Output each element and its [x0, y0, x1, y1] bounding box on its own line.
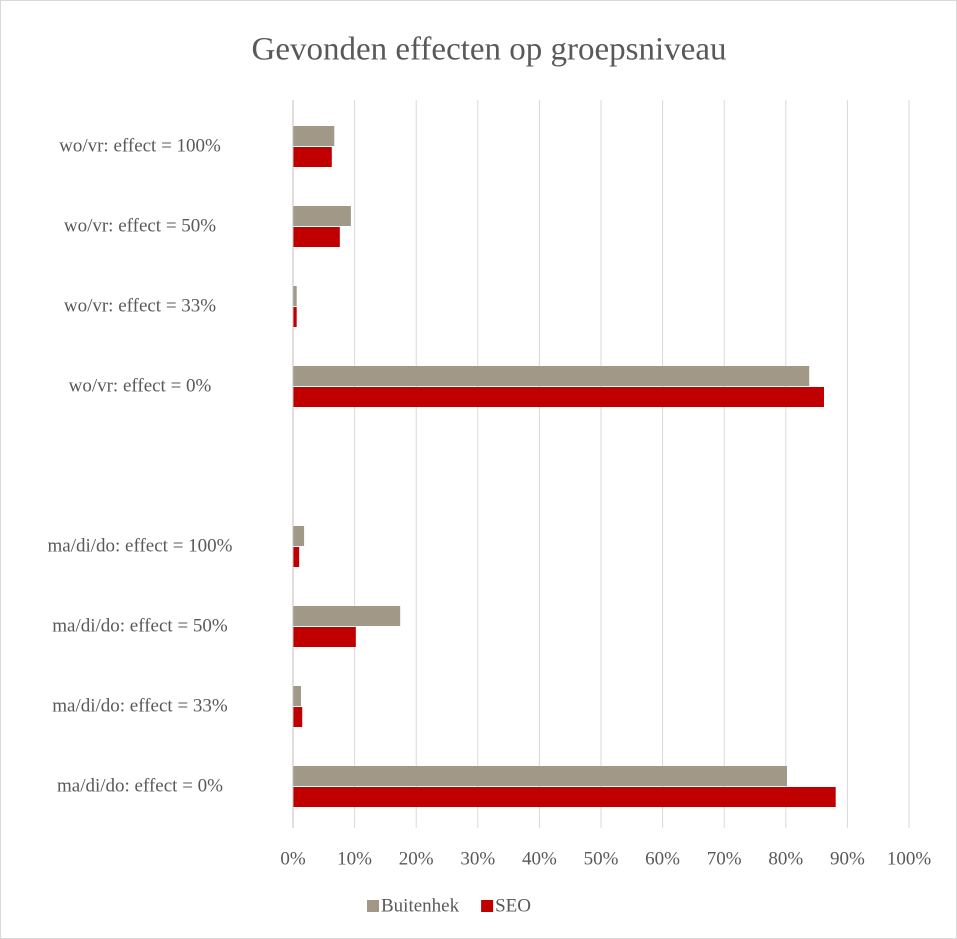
bar — [293, 366, 810, 386]
bar — [293, 227, 340, 247]
y-tick-label: wo/vr: effect = 0% — [69, 375, 212, 396]
y-tick-label: ma/di/do: effect = 100% — [47, 535, 232, 556]
bar — [293, 787, 836, 807]
bar — [293, 766, 788, 786]
y-tick-label: ma/di/do: effect = 50% — [52, 615, 228, 636]
y-tick-label: ma/di/do: effect = 33% — [52, 695, 228, 716]
bar — [293, 206, 351, 226]
x-tick-label: 60% — [645, 848, 680, 869]
bar — [293, 627, 356, 647]
bar — [293, 387, 824, 407]
legend-swatch — [481, 900, 494, 912]
x-tick-label: 70% — [707, 848, 742, 869]
bar — [293, 606, 401, 626]
bar — [293, 126, 335, 146]
chart-title: Gevonden effecten op groepsniveau — [252, 32, 727, 68]
x-tick-label: 100% — [887, 848, 932, 869]
y-tick-label: wo/vr: effect = 100% — [59, 135, 221, 156]
y-tick-label: wo/vr: effect = 50% — [64, 215, 216, 236]
x-tick-label: 0% — [280, 848, 306, 869]
x-tick-label: 10% — [337, 848, 372, 869]
x-tick-label: 90% — [830, 848, 865, 869]
x-tick-label: 20% — [399, 848, 434, 869]
x-tick-label: 80% — [768, 848, 803, 869]
bar — [293, 307, 297, 327]
bar — [293, 526, 305, 546]
bar — [293, 286, 297, 306]
legend-label: Buitenhek — [381, 895, 460, 916]
bar — [293, 686, 302, 706]
y-tick-label: ma/di/do: effect = 0% — [57, 775, 223, 796]
legend-swatch — [367, 900, 379, 912]
legend-label: SEO — [495, 895, 531, 916]
x-tick-label: 40% — [522, 848, 557, 869]
bar — [293, 547, 300, 567]
x-tick-label: 30% — [460, 848, 495, 869]
bar — [293, 147, 332, 167]
y-tick-label: wo/vr: effect = 33% — [64, 295, 216, 316]
bar — [293, 707, 303, 727]
x-tick-label: 50% — [584, 848, 619, 869]
